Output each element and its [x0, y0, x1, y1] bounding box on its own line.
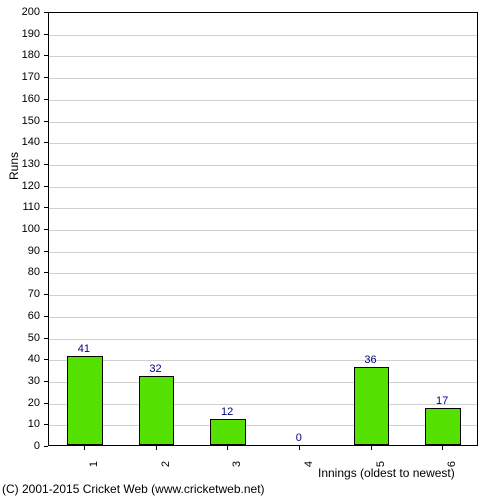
gridline: [49, 273, 477, 274]
bar-value-label: 41: [78, 343, 90, 355]
ytick-mark: [44, 77, 48, 78]
gridline: [49, 404, 477, 405]
gridline: [49, 165, 477, 166]
bar-value-label: 36: [364, 354, 376, 366]
gridline: [49, 78, 477, 79]
bar-value-label: 0: [296, 432, 302, 444]
xtick-mark: [442, 446, 443, 450]
gridline: [49, 100, 477, 101]
ytick-mark: [44, 294, 48, 295]
gridline: [49, 230, 477, 231]
ytick-mark: [44, 164, 48, 165]
ytick-mark: [44, 424, 48, 425]
ytick-mark: [44, 316, 48, 317]
gridline: [49, 122, 477, 123]
ytick-mark: [44, 359, 48, 360]
gridline: [49, 382, 477, 383]
ytick-label: 150: [0, 115, 40, 127]
xtick-label: 1: [88, 461, 100, 467]
xtick-mark: [371, 446, 372, 450]
gridline: [49, 56, 477, 57]
ytick-mark: [44, 229, 48, 230]
xtick-label: 6: [446, 461, 458, 467]
gridline: [49, 317, 477, 318]
ytick-mark: [44, 381, 48, 382]
bar: [354, 367, 390, 445]
gridline: [49, 187, 477, 188]
gridline: [49, 425, 477, 426]
ytick-label: 40: [0, 353, 40, 365]
ytick-mark: [44, 403, 48, 404]
ytick-label: 70: [0, 288, 40, 300]
copyright-footer: (C) 2001-2015 Cricket Web (www.cricketwe…: [2, 482, 265, 496]
bar-value-label: 17: [436, 395, 448, 407]
gridline: [49, 208, 477, 209]
chart-plot-area: [48, 12, 478, 446]
ytick-label: 190: [0, 28, 40, 40]
gridline: [49, 295, 477, 296]
ytick-label: 20: [0, 397, 40, 409]
ytick-label: 50: [0, 332, 40, 344]
bar: [425, 408, 461, 445]
ytick-mark: [44, 272, 48, 273]
ytick-label: 170: [0, 71, 40, 83]
bar: [210, 419, 246, 445]
ytick-mark: [44, 55, 48, 56]
ytick-mark: [44, 34, 48, 35]
ytick-label: 180: [0, 49, 40, 61]
xtick-mark: [84, 446, 85, 450]
xtick-label: 4: [303, 461, 315, 467]
x-axis-label: Innings (oldest to newest): [318, 466, 455, 480]
ytick-label: 100: [0, 223, 40, 235]
bar-value-label: 32: [149, 363, 161, 375]
xtick-label: 5: [375, 461, 387, 467]
gridline: [49, 143, 477, 144]
xtick-mark: [299, 446, 300, 450]
ytick-label: 130: [0, 158, 40, 170]
ytick-mark: [44, 251, 48, 252]
ytick-label: 30: [0, 375, 40, 387]
ytick-mark: [44, 446, 48, 447]
bar: [67, 356, 103, 445]
ytick-mark: [44, 12, 48, 13]
ytick-mark: [44, 99, 48, 100]
ytick-label: 160: [0, 93, 40, 105]
ytick-label: 10: [0, 418, 40, 430]
bar-value-label: 12: [221, 406, 233, 418]
ytick-label: 80: [0, 266, 40, 278]
bar: [139, 376, 175, 445]
xtick-mark: [156, 446, 157, 450]
ytick-label: 200: [0, 6, 40, 18]
ytick-label: 0: [0, 440, 40, 452]
ytick-label: 120: [0, 180, 40, 192]
gridline: [49, 35, 477, 36]
ytick-mark: [44, 121, 48, 122]
ytick-label: 110: [0, 201, 40, 213]
ytick-label: 140: [0, 136, 40, 148]
ytick-mark: [44, 186, 48, 187]
xtick-mark: [227, 446, 228, 450]
ytick-mark: [44, 142, 48, 143]
xtick-label: 2: [160, 461, 172, 467]
ytick-label: 90: [0, 245, 40, 257]
gridline: [49, 252, 477, 253]
gridline: [49, 360, 477, 361]
gridline: [49, 339, 477, 340]
ytick-label: 60: [0, 310, 40, 322]
ytick-mark: [44, 338, 48, 339]
ytick-mark: [44, 207, 48, 208]
xtick-label: 3: [231, 461, 243, 467]
